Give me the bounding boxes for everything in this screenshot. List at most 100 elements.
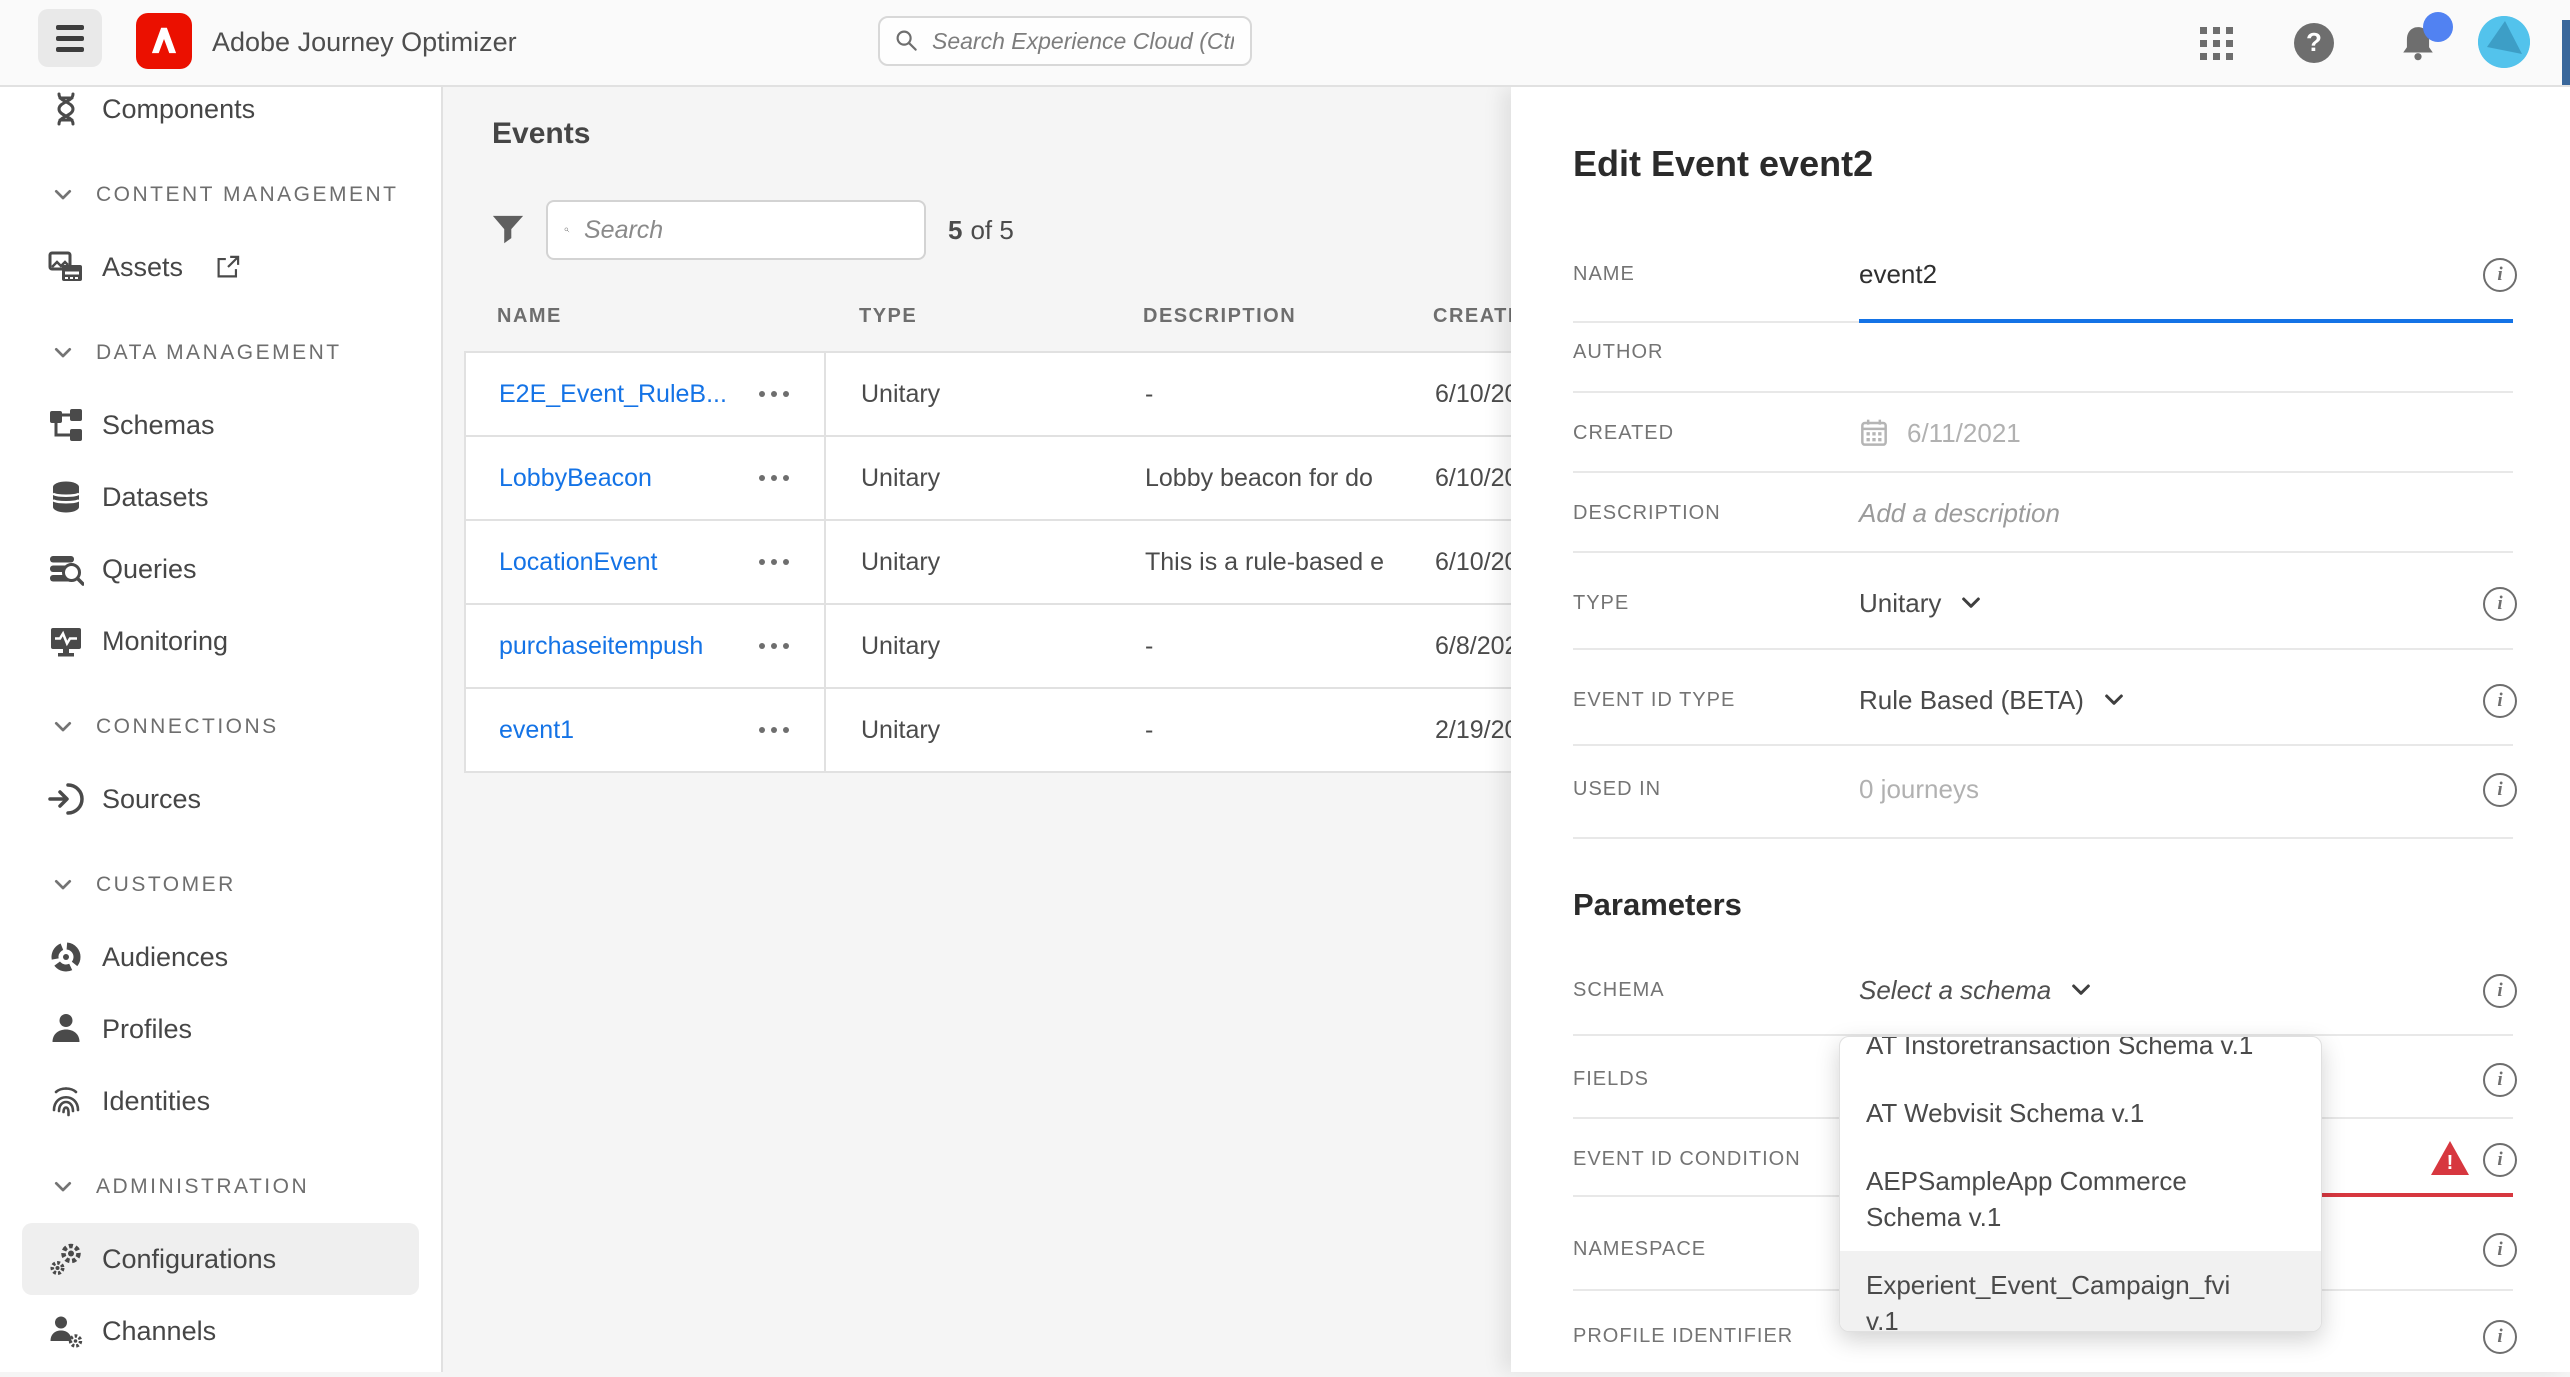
sidebar-item-sources[interactable]: Sources [0,763,441,835]
sidebar-item-profiles[interactable]: Profiles [0,993,441,1065]
sidebar-item-assets[interactable]: Assets [0,231,441,303]
table-row: event1 Unitary - 2/19/2021 [466,689,1715,773]
adobe-logo-icon [136,13,192,69]
scrollbar-thumb[interactable] [2562,20,2570,85]
info-icon[interactable]: i [2483,1233,2517,1267]
dropdown-option[interactable]: AEPSampleApp Commerce Schema v.1 [1866,1166,2187,1232]
sidebar-item-identities[interactable]: Identities [0,1065,441,1137]
divider [1573,321,1859,323]
identities-icon [48,1083,84,1119]
chevron-down-icon [52,1176,74,1198]
sidebar-item-queries[interactable]: Queries [0,533,441,605]
more-actions-icon[interactable] [759,549,789,575]
dropdown-option[interactable]: AT Webvisit Schema v.1 [1866,1098,2145,1128]
column-header-type: TYPE [859,305,918,327]
sidebar-item-schemas[interactable]: Schemas [0,389,441,461]
chevron-down-icon [52,184,74,206]
field-row-name: NAME [1573,233,2478,315]
notifications-bell-icon[interactable] [2396,0,2453,85]
event-name-link[interactable]: purchaseitempush [499,631,704,660]
event-description: - [1145,715,1154,744]
sidebar-item-configurations[interactable]: Configurations [22,1223,419,1295]
sidebar-item-monitoring[interactable]: Monitoring [0,605,441,677]
external-link-icon [215,254,241,280]
info-icon[interactable]: i [2483,974,2517,1008]
events-search-input[interactable] [582,214,908,246]
event-name-link[interactable]: LobbyBeacon [499,463,652,492]
event-description: Lobby beacon for do [1145,463,1373,492]
more-actions-icon[interactable] [759,717,789,743]
sidebar-section-administration[interactable]: ADMINISTRATION [0,1151,441,1223]
events-search[interactable] [546,200,926,260]
info-icon[interactable]: i [2483,773,2517,807]
field-row-created: CREATED 6/11/2021 [1573,417,2021,449]
audiences-icon [48,939,84,975]
event-name-link[interactable]: E2E_Event_RuleB... [499,379,727,408]
sidebar-section-connections[interactable]: CONNECTIONS [0,691,441,763]
event-description: - [1145,379,1154,408]
field-row-profile-identifier: PROFILE IDENTIFIER [1573,1324,1794,1347]
event-name-link[interactable]: LocationEvent [499,547,658,576]
table-row: purchaseitempush Unitary - 6/8/2021 [466,605,1715,689]
avatar[interactable] [2478,16,2530,68]
event-name-link[interactable]: event1 [499,715,575,744]
divider [1573,391,2513,393]
dropdown-option[interactable]: AT Instoretransaction Schema v.1 [1866,1036,2254,1060]
more-actions-icon[interactable] [759,465,789,491]
chevron-down-icon [2102,688,2126,712]
info-icon[interactable]: i [2483,1143,2517,1177]
dropdown-option-highlighted[interactable]: Experient_Event_Campaign_fvi v.1 [1840,1251,2321,1331]
hamburger-menu-icon[interactable] [38,9,102,67]
app-title: Adobe Journey Optimizer [212,27,517,57]
type-select[interactable]: Unitary [1859,588,1983,619]
info-icon[interactable]: i [2483,684,2517,718]
channels-icon [48,1313,84,1349]
field-row-author: AUTHOR [1573,340,1664,363]
datasets-icon [48,479,84,515]
calendar-icon [1859,417,1889,449]
field-row-event-id-type: EVENT ID TYPE Rule Based (BETA) [1573,659,2478,741]
sidebar-item-audiences[interactable]: Audiences [0,921,441,993]
experience-cloud-search[interactable] [878,16,1252,66]
sidebar-item-components[interactable]: Components [0,87,441,145]
search-icon [564,216,570,244]
info-icon[interactable]: i [2483,587,2517,621]
event-type: Unitary [861,379,941,408]
event-type: Unitary [861,547,941,576]
info-icon[interactable]: i [2483,1063,2517,1097]
sources-icon [48,781,84,817]
queries-icon [48,551,84,587]
results-count: 5 of 5 [948,214,1014,245]
description-field[interactable]: Add a description [1859,497,2060,528]
schema-select[interactable]: Select a schema [1859,975,2093,1006]
filter-icon[interactable] [491,212,525,250]
monitoring-icon [48,623,84,659]
app-switcher-icon[interactable] [2196,0,2236,85]
page-title: Events [492,117,591,150]
sidebar-item-datasets[interactable]: Datasets [0,461,441,533]
info-icon[interactable]: i [2483,258,2517,292]
sidebar-section-customer[interactable]: CUSTOMER [0,849,441,921]
column-header-description: DESCRIPTION [1143,305,1297,327]
event-id-type-select[interactable]: Rule Based (BETA) [1859,685,2126,716]
event-description: - [1145,631,1154,660]
experience-cloud-search-input[interactable] [930,26,1236,56]
notification-badge [2423,11,2453,42]
event-type: Unitary [861,631,941,660]
more-actions-icon[interactable] [759,633,789,659]
help-icon[interactable]: ? [2294,0,2334,85]
info-icon[interactable]: i [2483,1320,2517,1354]
sidebar-item-channels[interactable]: Channels [0,1295,441,1367]
chevron-down-icon [2069,978,2093,1002]
field-row-namespace: NAMESPACE [1573,1237,1707,1260]
created-date[interactable]: 6/11/2021 [1859,417,2021,449]
field-row-description: DESCRIPTION Add a description [1573,497,2060,528]
schema-dropdown: AT Instoretransaction Schema v.1 AT Webv… [1839,1036,2322,1332]
name-input[interactable] [1859,258,2459,290]
sidebar-section-content-management[interactable]: CONTENT MANAGEMENT [0,159,441,231]
table-row: LobbyBeacon Unitary Lobby beacon for do … [466,437,1715,521]
table-row: E2E_Event_RuleB... Unitary - 6/10/2021 [466,353,1715,437]
used-in-value: 0 journeys [1859,773,1979,804]
sidebar-section-data-management[interactable]: DATA MANAGEMENT [0,317,441,389]
more-actions-icon[interactable] [759,381,789,407]
